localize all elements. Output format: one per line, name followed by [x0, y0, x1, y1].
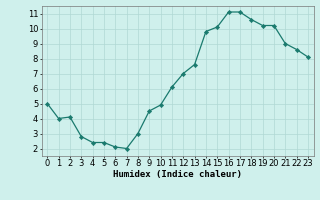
X-axis label: Humidex (Indice chaleur): Humidex (Indice chaleur)	[113, 170, 242, 179]
